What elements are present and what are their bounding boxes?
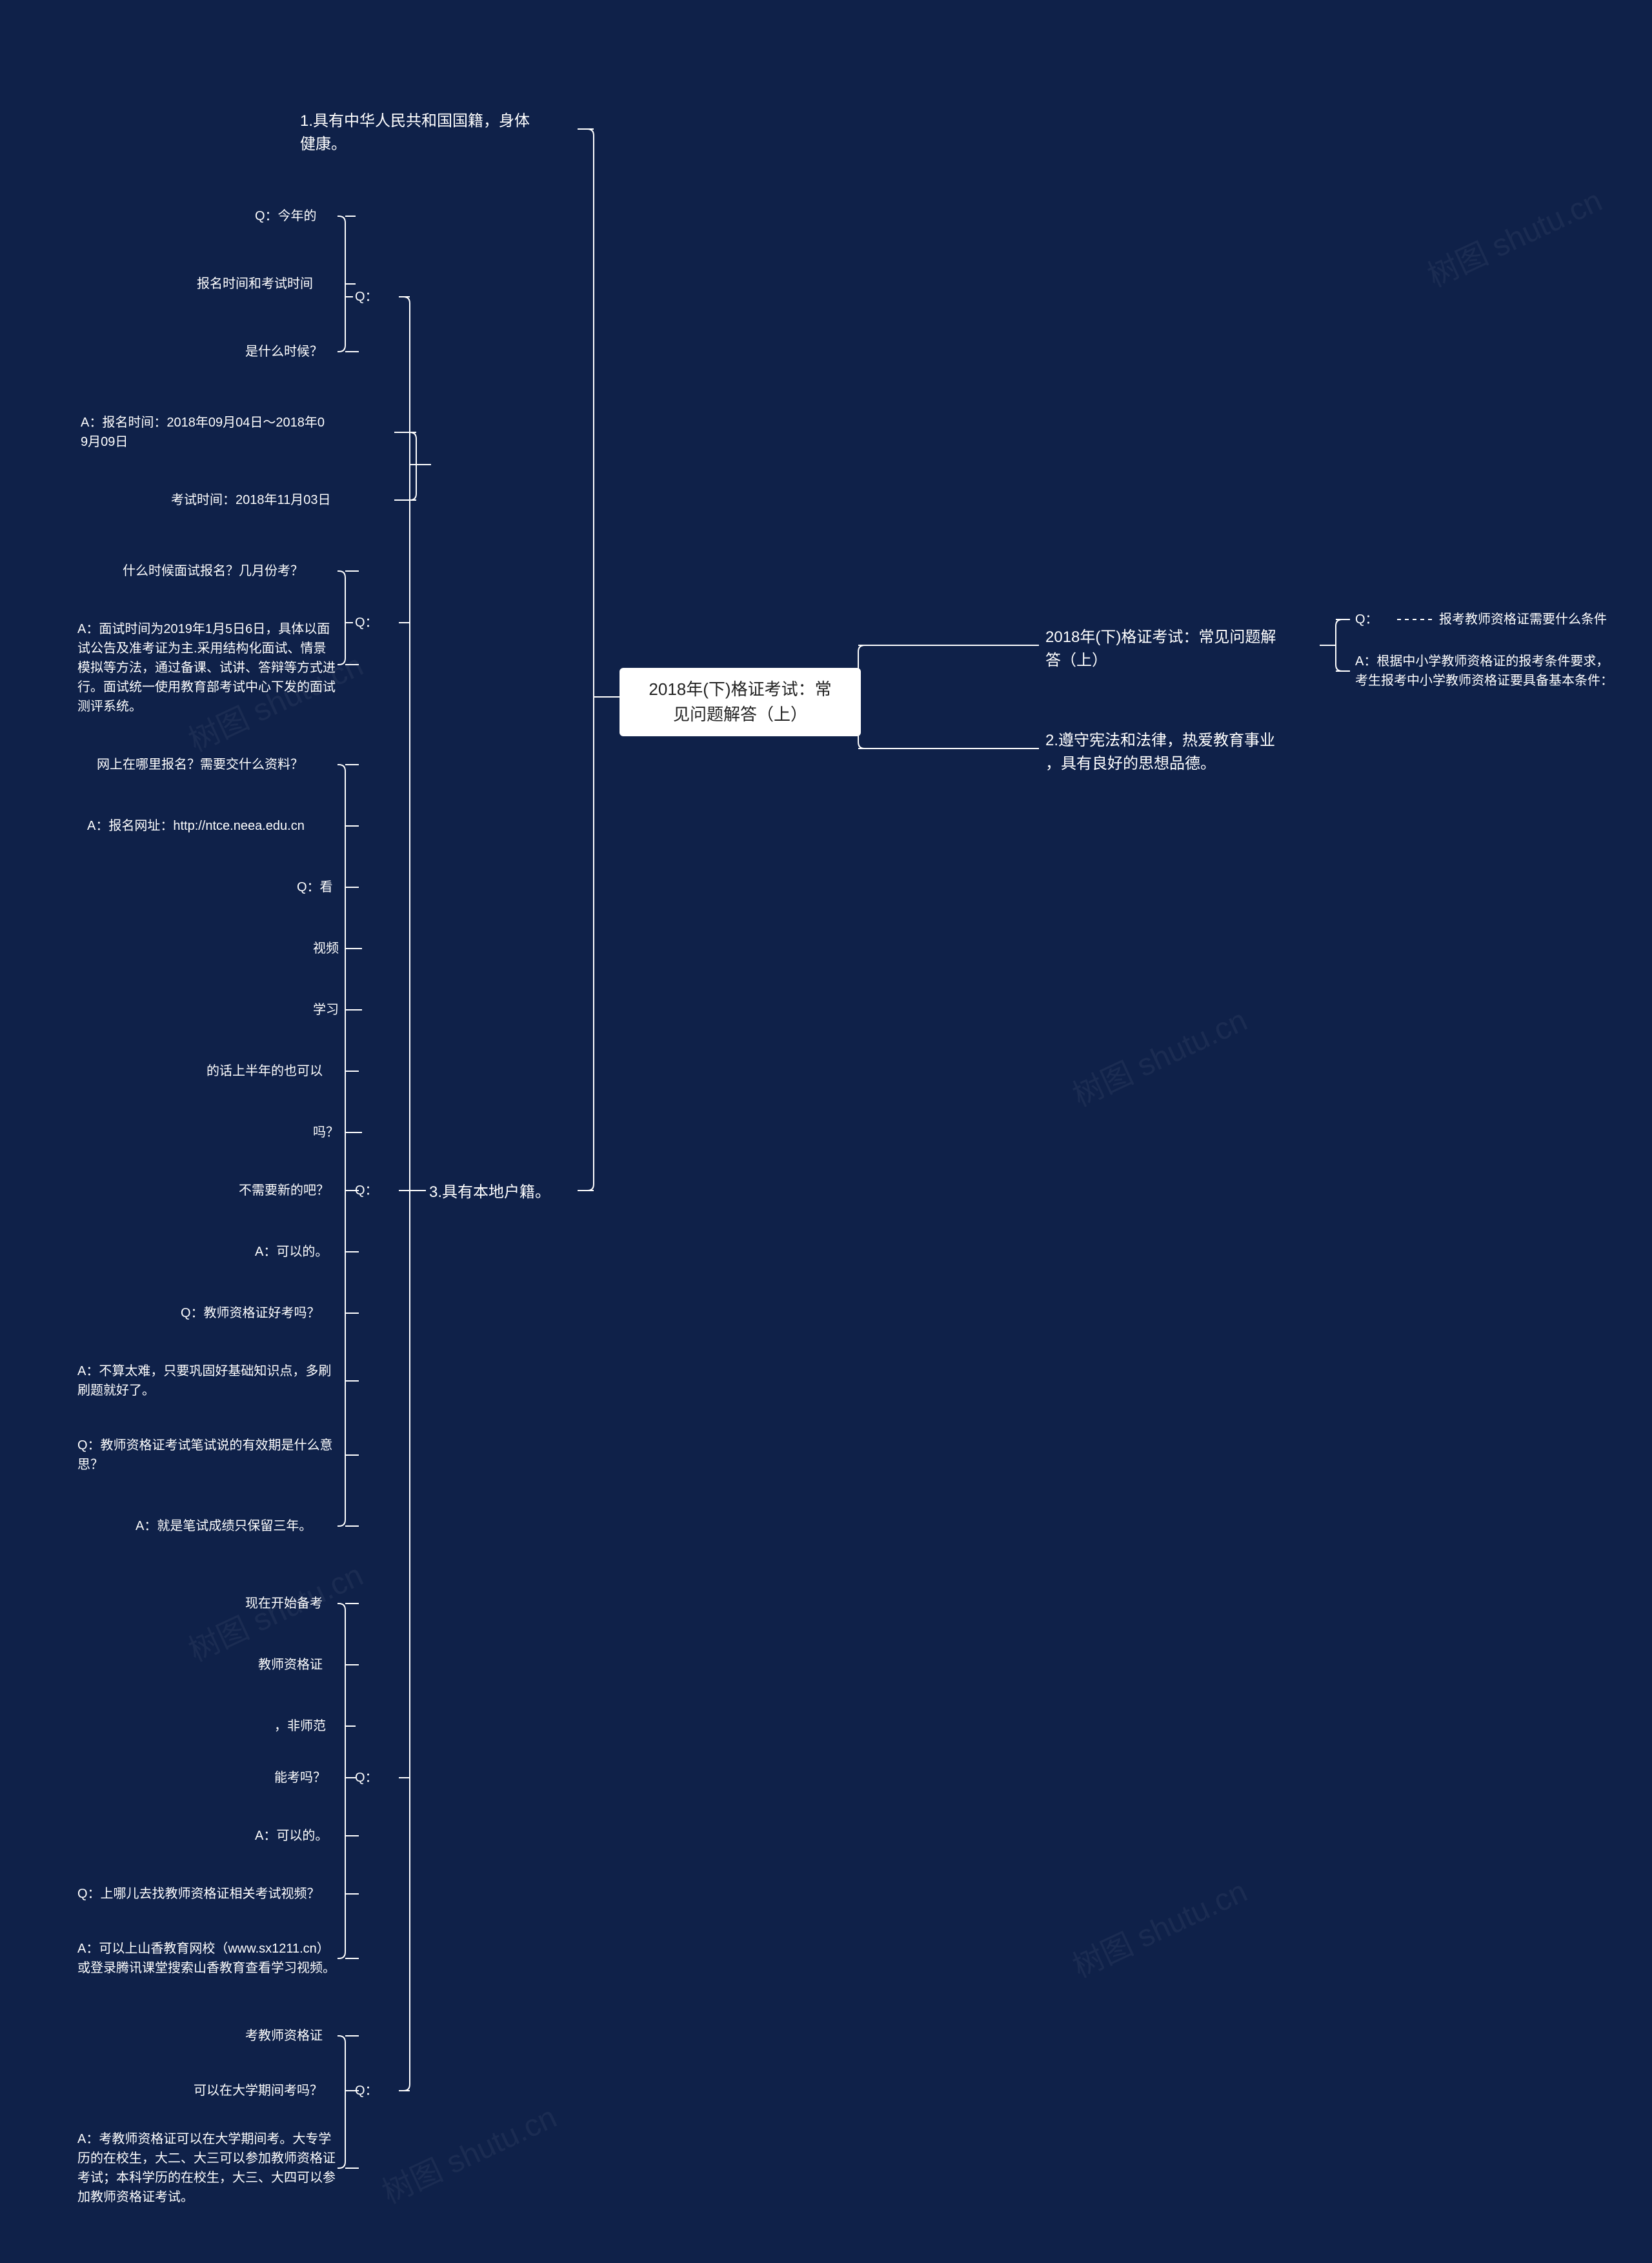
leaf-g2-a: A：报名时间：2018年09月04日～2018年0 9月09日 xyxy=(81,413,390,452)
leaf-g4-j: Q：教师资格证好考吗？ xyxy=(181,1303,355,1323)
root-node: 2018年(下)格证考试：常 见问题解答（上） xyxy=(620,668,861,736)
leaf-g3-b: A：面试时间为2019年1月5日6日，具体以面 试公告及准考证为主.采用结构化面… xyxy=(77,619,355,716)
leaf-g1-c: 是什么时候？ xyxy=(245,342,355,361)
leaf-g5-f: Q：上哪儿去找教师资格证相关考试视频？ xyxy=(77,1884,355,1904)
right-branch-1: 2018年(下)格证考试：常见问题解 答（上） xyxy=(1045,626,1316,672)
leaf-g4-i: A：可以的。 xyxy=(255,1242,355,1262)
leaf-g5-e: A：可以的。 xyxy=(255,1826,355,1846)
hub-g4: Q： xyxy=(355,1181,394,1200)
leaf-g4-g: 吗？ xyxy=(313,1123,358,1142)
leaf-g6-c: A：考教师资格证可以在大学期间考。大专学 历的在校生，大二、大三可以参加教师资格… xyxy=(77,2129,355,2207)
leaf-g4-h: 不需要新的吧？ xyxy=(239,1181,355,1200)
leaf-g5-g: A：可以上山香教育网校（www.sx1211.cn） 或登录腾讯课堂搜索山香教育… xyxy=(77,1939,355,1978)
hub-g1: Q： xyxy=(355,287,394,307)
leaf-g4-k: A：不算太难，只要巩固好基础知识点，多刷 刷题就好了。 xyxy=(77,1362,355,1400)
left-branch-1: 1.具有中华人民共和国国籍，身体 健康。 xyxy=(300,110,571,156)
leaf-g4-e: 学习 xyxy=(313,1000,358,1020)
right-leaf-a: A：根据中小学教师资格证的报考条件要求， 考生报考中小学教师资格证要具备基本条件… xyxy=(1355,652,1633,690)
leaf-g5-c: ，非师范 xyxy=(274,1716,352,1736)
leaf-g4-l: Q：教师资格证考试笔试说的有效期是什么意 思？ xyxy=(77,1436,355,1474)
leaf-g5-b: 教师资格证 xyxy=(258,1655,355,1675)
leaf-g4-d: 视频 xyxy=(313,939,358,958)
hub-g5: Q： xyxy=(355,1768,394,1787)
leaf-g5-a: 现在开始备考 xyxy=(245,1594,355,1613)
right-branch-2: 2.遵守宪法和法律，热爱教育事业 ，具有良好的思想品德。 xyxy=(1045,729,1316,776)
leaf-g5-d: 能考吗？ xyxy=(274,1768,352,1787)
leaf-g4-c: Q：看 xyxy=(297,878,355,897)
left-branch-3: 3.具有本地户籍。 xyxy=(429,1181,571,1204)
right-leaf-q: Q： xyxy=(1355,610,1394,629)
leaf-g2-b: 考试时间：2018年11月03日 xyxy=(171,490,390,510)
leaf-g1-b: 报名时间和考试时间 xyxy=(197,274,352,294)
leaf-g6-a: 考教师资格证 xyxy=(245,2026,355,2046)
right-leaf-q-tail: 报考教师资格证需要什么条件 xyxy=(1439,610,1652,629)
leaf-g6-b: 可以在大学期间考吗？ xyxy=(194,2081,355,2100)
leaf-g3-a: 什么时候面试报名？几月份考？ xyxy=(123,561,355,581)
leaf-g1-a: Q：今年的 xyxy=(255,206,352,226)
hub-g3: Q： xyxy=(355,613,394,632)
leaf-g4-a: 网上在哪里报名？需要交什么资料？ xyxy=(97,755,355,774)
leaf-g4-m: A：就是笔试成绩只保留三年。 xyxy=(136,1516,355,1536)
hub-g6: Q： xyxy=(355,2081,394,2100)
leaf-g4-b: A：报名网址：http://ntce.neea.edu.cn xyxy=(87,816,355,836)
leaf-g4-f: 的话上半年的也可以 xyxy=(206,1061,355,1081)
